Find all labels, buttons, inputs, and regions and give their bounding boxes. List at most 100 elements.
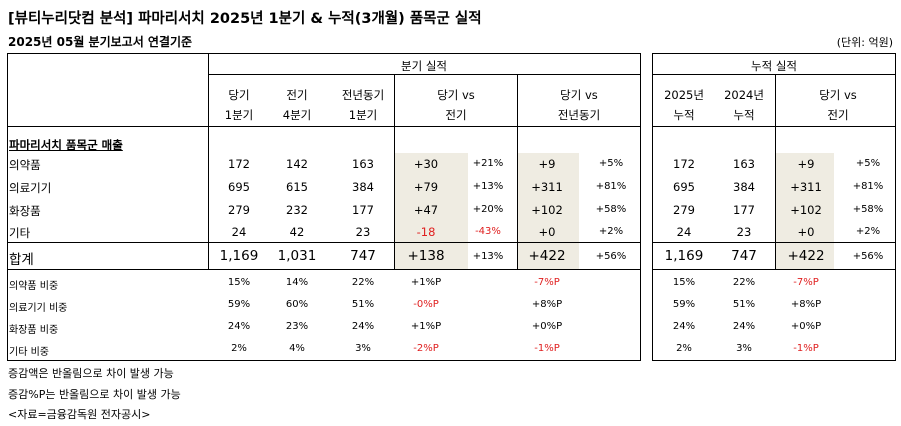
group-header-quarter: 분기 실적 — [401, 59, 447, 73]
cell-pct-yoy: +5% — [598, 158, 624, 169]
cell-cum-cur: 279 — [673, 203, 695, 217]
column-divider — [208, 53, 209, 270]
cell-pct-prev: +13% — [472, 251, 504, 262]
cell-prev: 142 — [286, 157, 308, 171]
cell-yoy: 163 — [352, 157, 374, 171]
header-divider — [653, 74, 895, 75]
cell-cur: 15% — [227, 277, 251, 288]
cell-prev: 615 — [286, 180, 308, 194]
row-label: 화장품 — [9, 204, 41, 218]
cell-yoy: 23 — [355, 225, 371, 239]
cell-cum-cur: 1,169 — [664, 248, 704, 264]
cell-prev: 60% — [285, 299, 309, 310]
cell-diff-yoy: -7%P — [534, 277, 560, 288]
row-label: 화장품 비중 — [9, 325, 59, 336]
report-subtitle: 2025년 05월 분기보고서 연결기준 — [8, 35, 193, 49]
cell-yoy: 177 — [352, 203, 374, 217]
cell-diff-prev: +30 — [413, 157, 439, 171]
cell-cum-diff: +0 — [797, 225, 815, 239]
cell-cum-diff: +8%P — [790, 299, 822, 310]
cell-prev: 23% — [285, 321, 309, 332]
cell-cum-prev: 51% — [732, 299, 756, 310]
cell-prev: 4% — [289, 343, 305, 354]
cell-cur: 279 — [228, 203, 250, 217]
cell-diff-prev: -0%P — [413, 299, 439, 310]
col-header-cum-cur: 2025년 누적 — [664, 88, 704, 122]
column-divider — [394, 74, 395, 270]
cell-pct-yoy: +2% — [598, 226, 624, 237]
cell-diff-prev: +138 — [407, 248, 445, 264]
cell-yoy: 22% — [351, 277, 375, 288]
cell-cum-diff: -1%P — [793, 343, 819, 354]
cell-diff-yoy: +0 — [538, 225, 556, 239]
cell-cum-prev: 24% — [732, 321, 756, 332]
row-label: 합계 — [9, 252, 34, 268]
cell-cur: 2% — [231, 343, 247, 354]
source-note: <자료=금융감독원 전자공시> — [8, 408, 151, 421]
header-divider — [208, 74, 640, 75]
cell-yoy: 384 — [352, 180, 374, 194]
report-title: [뷰티누리닷컴 분석] 파마리서치 2025년 1분기 & 누적(3개월) 품목… — [8, 11, 482, 27]
cell-yoy: 747 — [350, 248, 376, 264]
cell-cum-diff: +9 — [797, 157, 815, 171]
row-label: 의료기기 — [9, 181, 52, 195]
total-bottom-rule — [7, 269, 640, 270]
cell-cur: 695 — [228, 180, 250, 194]
quarter-table — [7, 53, 641, 361]
cell-pct-prev: -43% — [475, 226, 501, 237]
cell-diff-prev: +1%P — [410, 321, 442, 332]
row-label: 의약품 — [9, 158, 41, 172]
cell-diff-yoy: +102 — [531, 203, 563, 217]
cell-pct-yoy: +58% — [595, 204, 627, 215]
cell-diff-yoy: +0%P — [531, 321, 563, 332]
cell-cur: 59% — [227, 299, 251, 310]
cell-diff-yoy: +9 — [538, 157, 556, 171]
cell-cum-cur: 695 — [673, 180, 695, 194]
col-header-vs-prev: 당기 vs 전기 — [437, 88, 475, 122]
cell-cum-prev: 384 — [733, 180, 755, 194]
cell-pct-prev: +13% — [472, 181, 504, 192]
col-header-cum-prev: 2024년 누적 — [724, 88, 764, 122]
col-header-prev: 전기 4분기 — [282, 88, 312, 122]
highlight-col-vs-yoy — [518, 153, 579, 269]
row-label: 기타 비중 — [9, 347, 49, 358]
total-top-rule — [7, 242, 640, 243]
header-bottom-rule — [7, 126, 640, 127]
highlight-col-cum-vs — [776, 153, 834, 269]
cell-diff-yoy: +422 — [528, 248, 566, 264]
cell-pct-yoy: +81% — [595, 181, 627, 192]
column-divider — [517, 74, 518, 270]
col-header-vs-yoy: 당기 vs 전년동기 — [557, 88, 601, 122]
cell-diff-prev: +47 — [413, 203, 439, 217]
cell-cum-diff: -7%P — [793, 277, 819, 288]
cell-diff-prev: -18 — [416, 225, 436, 239]
cell-cur: 1,169 — [219, 248, 259, 264]
cell-cum-cur: 2% — [676, 343, 692, 354]
group-header-cumulative: 누적 실적 — [751, 59, 797, 73]
cell-prev: 232 — [286, 203, 308, 217]
cell-cum-pct: +2% — [855, 226, 881, 237]
col-header-cur: 당기 1분기 — [224, 88, 254, 122]
cell-diff-yoy: -1%P — [534, 343, 560, 354]
unit-label: (단위: 억원) — [836, 36, 893, 49]
cell-diff-yoy: +311 — [531, 180, 563, 194]
cell-cum-cur: 24% — [672, 321, 696, 332]
cell-cum-pct: +81% — [852, 181, 884, 192]
cell-diff-yoy: +8%P — [531, 299, 563, 310]
cell-cur: 24 — [231, 225, 247, 239]
cell-cur: 172 — [228, 157, 250, 171]
cumulative-table — [652, 53, 896, 361]
row-label: 의약품 비중 — [9, 281, 59, 292]
total-top-rule — [652, 242, 895, 243]
cell-prev: 1,031 — [277, 248, 317, 264]
row-label: 의료기기 비중 — [9, 303, 68, 314]
cell-cum-cur: 24 — [676, 225, 692, 239]
cell-cum-prev: 747 — [731, 248, 757, 264]
cell-cum-prev: 23 — [736, 225, 752, 239]
cell-yoy: 24% — [351, 321, 375, 332]
cell-cum-diff: +0%P — [790, 321, 822, 332]
row-label: 기타 — [9, 226, 31, 240]
header-bottom-rule — [652, 126, 895, 127]
cell-cum-prev: 177 — [733, 203, 755, 217]
total-bottom-rule — [652, 269, 895, 270]
